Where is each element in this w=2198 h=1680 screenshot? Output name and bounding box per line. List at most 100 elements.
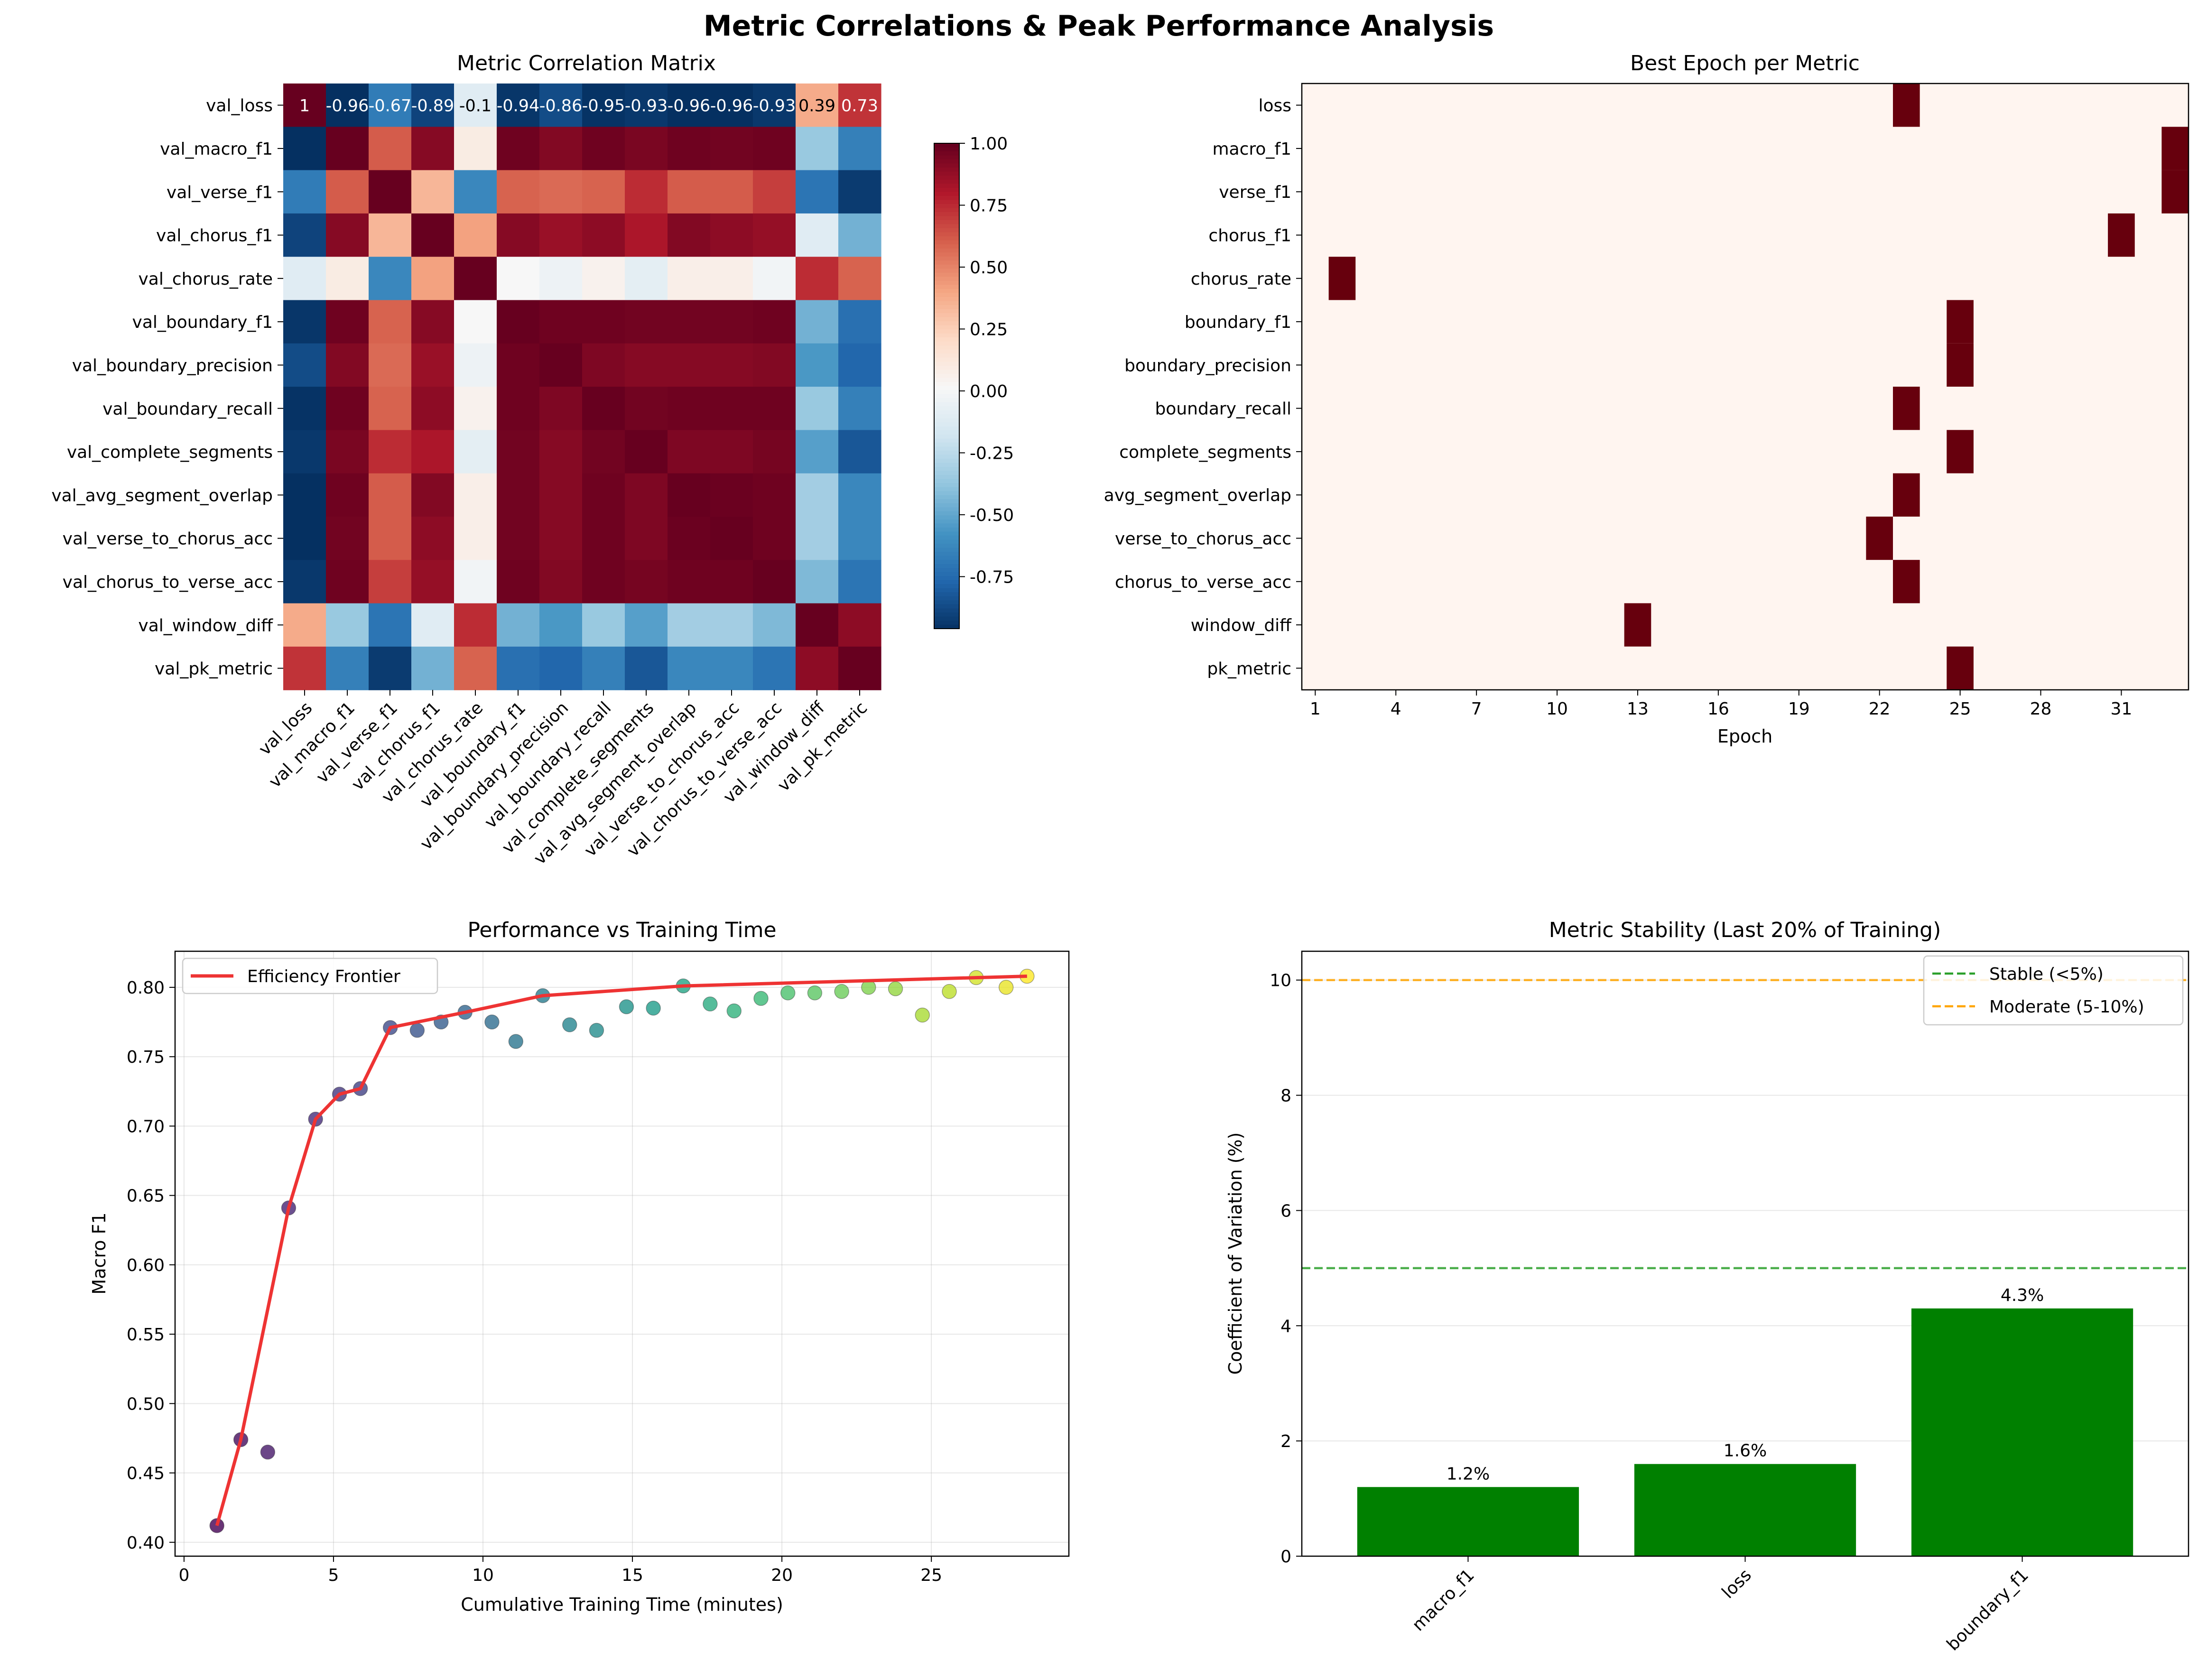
colorbar-band	[934, 531, 959, 536]
correlation-cell	[625, 560, 668, 604]
correlation-cell	[283, 300, 326, 344]
colorbar-band	[934, 523, 959, 528]
x-tick-label: 19	[1788, 699, 1810, 719]
correlation-cell	[838, 387, 881, 430]
colorbar-band	[934, 176, 959, 180]
correlation-cell	[838, 127, 881, 171]
correlation-cell	[454, 473, 497, 517]
row-label: val_avg_segment_overlap	[51, 486, 273, 505]
legend-moderate-label: Moderate (5-10%)	[1989, 997, 2144, 1017]
best-epoch-cell	[2161, 170, 2189, 213]
correlation-cell	[710, 473, 753, 517]
correlation-cell	[411, 343, 454, 387]
correlation-cell	[753, 127, 796, 171]
colorbar-band	[934, 301, 959, 306]
correlation-cell	[710, 84, 753, 127]
scatter-point	[409, 1022, 425, 1038]
correlation-cell	[753, 170, 796, 214]
row-label: val_verse_to_chorus_acc	[63, 529, 273, 549]
correlation-cell	[838, 473, 881, 517]
x-tick-label: 10	[1546, 699, 1568, 719]
correlation-cell	[668, 387, 711, 430]
correlation-cell	[582, 430, 625, 474]
x-tick-label: 10	[472, 1566, 494, 1585]
y-tick-label: 0.80	[127, 978, 165, 998]
correlation-annotation: -0.67	[369, 97, 412, 116]
colorbar-band	[934, 620, 959, 625]
row-label: verse_to_chorus_acc	[1115, 529, 1291, 549]
correlation-cell	[796, 213, 839, 257]
correlation-annotation: -0.95	[582, 97, 625, 116]
correlation-cell	[539, 343, 583, 387]
colorbar-tick-label: 0.50	[970, 258, 1008, 278]
correlation-cell	[668, 343, 711, 387]
correlation-cell	[753, 213, 796, 257]
colorbar-band	[934, 333, 959, 338]
correlation-cell	[326, 257, 369, 301]
correlation-cell	[796, 560, 839, 604]
colorbar-band	[934, 345, 959, 350]
correlation-cell	[283, 170, 326, 214]
x-tick-label: 13	[1627, 699, 1649, 719]
legend-frontier-label: Efficiency Frontier	[247, 967, 400, 986]
correlation-cell	[326, 560, 369, 604]
colorbar-band	[934, 341, 959, 346]
correlation-cell	[668, 127, 711, 171]
correlation-cell	[497, 387, 540, 430]
correlation-cell	[796, 603, 839, 647]
correlation-cell	[326, 213, 369, 257]
colorbar-tick-label: 0.00	[970, 382, 1008, 401]
scatter-point	[589, 1022, 604, 1038]
correlation-cell	[710, 257, 753, 301]
x-tick-label: 7	[1471, 699, 1482, 719]
correlation-cell	[753, 646, 796, 690]
y-tick-label: 0	[1280, 1547, 1291, 1567]
colorbar-band	[934, 232, 959, 237]
correlation-cell	[838, 213, 881, 257]
correlation-cell	[625, 517, 668, 560]
correlation-cell	[369, 560, 412, 604]
colorbar-band	[934, 151, 959, 156]
scatter-point	[562, 1017, 577, 1032]
correlation-cell	[539, 646, 583, 690]
correlation-cell	[369, 343, 412, 387]
colorbar-band	[934, 171, 959, 176]
colorbar-band	[934, 624, 959, 629]
scatter-point	[726, 1003, 742, 1019]
correlation-cell	[539, 127, 583, 171]
stability-bar-label: 4.3%	[2001, 1286, 2044, 1305]
colorbar-band	[934, 507, 959, 512]
best-epoch-frame	[1301, 83, 2189, 691]
correlation-cell	[283, 517, 326, 560]
correlation-cell	[539, 84, 583, 127]
colorbar-band	[934, 426, 959, 431]
correlation-cell	[283, 473, 326, 517]
correlation-cell	[796, 517, 839, 560]
performance-vs-time-y-ticks: 0.40 0.45 0.50 0.55 0.60 0.65 0.70 0.75 0.80	[127, 978, 175, 1553]
colorbar-band	[934, 329, 959, 334]
colorbar-band	[934, 309, 959, 314]
correlation-cell	[411, 430, 454, 474]
scatter-point	[915, 1007, 930, 1023]
correlation-cell	[497, 257, 540, 301]
colorbar-band	[934, 244, 959, 249]
scatter-point	[998, 980, 1014, 995]
metric-stability-bars: 1.2% 1.6% 4.3%	[1357, 1286, 2133, 1556]
scatter-point	[942, 984, 957, 999]
correlation-cell	[710, 127, 753, 171]
correlation-annotation: 0.39	[798, 97, 835, 116]
colorbar-band	[934, 220, 959, 225]
correlation-cell	[625, 387, 668, 430]
y-tick-label: 0.70	[127, 1117, 165, 1136]
correlation-cell	[796, 343, 839, 387]
correlation-cell	[539, 387, 583, 430]
correlation-cell	[539, 170, 583, 214]
metric-stability-legend: Stable (<5%) Moderate (5-10%)	[1923, 955, 2184, 1026]
colorbar-band	[934, 560, 959, 565]
colorbar-band	[934, 543, 959, 548]
colorbar-tick-label: 0.25	[970, 320, 1008, 339]
correlation-cell	[454, 300, 497, 344]
correlation-cell	[411, 84, 454, 127]
colorbar-band	[934, 491, 959, 496]
x-tick-label: 15	[621, 1566, 643, 1585]
